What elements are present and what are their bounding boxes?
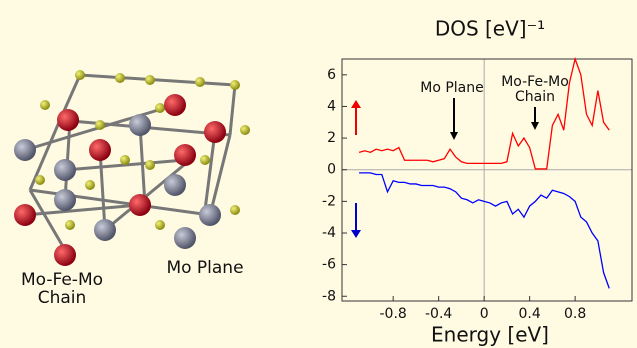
x-tick-label: 0.8 bbox=[564, 306, 586, 322]
x-axis-label: Energy [eV] bbox=[431, 323, 549, 347]
figure: Mo-Fe-Mo Chain Mo Plane DOS [eV]⁻¹ Energ… bbox=[0, 0, 637, 348]
chain-label: Mo-Fe-Mo bbox=[21, 270, 103, 290]
x-tick-label: -0.4 bbox=[425, 306, 452, 322]
plot-frame bbox=[342, 59, 632, 301]
annotation: Mo Plane bbox=[420, 80, 484, 96]
y-tick-label: -2 bbox=[322, 193, 336, 209]
x-tick-label: 0.4 bbox=[519, 306, 541, 322]
y-tick-label: 6 bbox=[327, 67, 336, 83]
y-tick-label: -8 bbox=[322, 288, 336, 304]
annotation-arrowhead bbox=[450, 132, 458, 140]
atoms bbox=[14, 70, 250, 266]
chain-label: Chain bbox=[38, 288, 87, 308]
plane-label: Mo Plane bbox=[166, 258, 243, 278]
y-tick-label: 2 bbox=[327, 130, 336, 146]
x-tick-label: -0.8 bbox=[380, 306, 407, 322]
chart-title: DOS [eV]⁻¹ bbox=[435, 17, 545, 41]
spin-arrows bbox=[351, 100, 361, 238]
y-tick-label: 4 bbox=[327, 98, 336, 114]
annotation-arrowhead bbox=[531, 122, 539, 130]
annotation: Chain bbox=[515, 89, 555, 105]
y-tick-label: -6 bbox=[322, 257, 336, 273]
x-tick-label: 0 bbox=[480, 306, 489, 322]
annotation: Mo-Fe-Mo bbox=[501, 74, 569, 90]
y-tick-label: 0 bbox=[327, 162, 336, 178]
y-tick-label: -4 bbox=[322, 225, 336, 241]
